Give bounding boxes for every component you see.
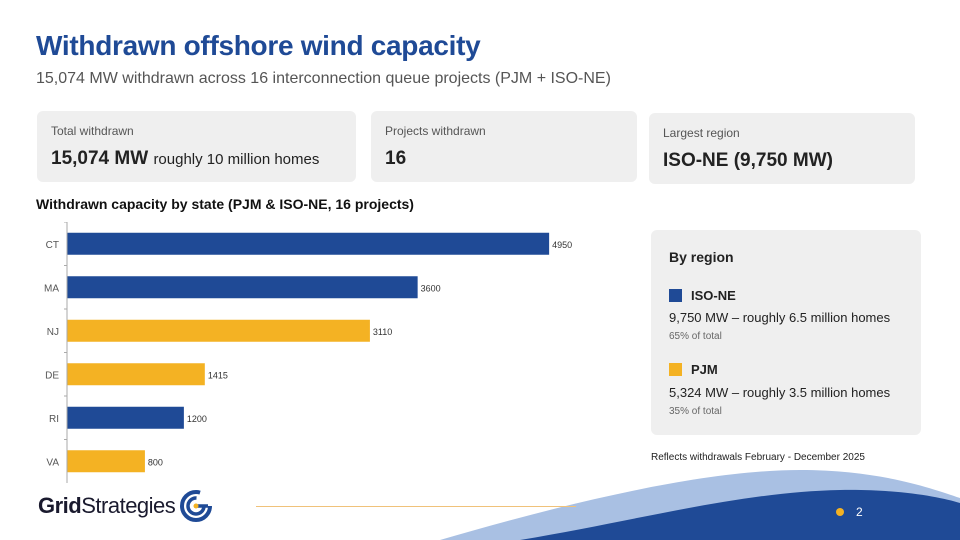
- total-withdrawn-value-line: 15,074 MW roughly 10 million homes: [51, 148, 319, 170]
- logo-mark-icon: [180, 490, 213, 522]
- pjm-percent: 35% of total: [669, 406, 722, 417]
- bar-ct: [67, 232, 550, 255]
- pjm-name: PJM: [691, 362, 718, 377]
- total-withdrawn-card: Total withdrawn 15,074 MW roughly 10 mil…: [37, 111, 356, 182]
- total-withdrawn-label: Total withdrawn: [51, 124, 134, 138]
- chart-title: Withdrawn capacity by state (PJM & ISO-N…: [36, 196, 414, 212]
- iso-ne-description: 9,750 MW – roughly 6.5 million homes: [669, 310, 891, 325]
- region-panel: By region ISO-NE 9,750 MW – roughly 6.5 …: [651, 230, 921, 435]
- iso-ne-percent: 65% of total: [669, 331, 722, 342]
- page-dot: [836, 508, 844, 516]
- region-panel-title: By region: [669, 249, 734, 265]
- category-label-ri: RI: [49, 414, 59, 425]
- bar-chart: CT 4950 MA 3600 NJ 3110 DE 1415 RI 1200 VA 800: [44, 222, 572, 483]
- value-label-nj: 3110: [373, 327, 392, 337]
- page-number: 2: [856, 505, 863, 519]
- category-label-ma: MA: [44, 283, 59, 294]
- value-label-ma: 3600: [421, 283, 441, 293]
- logo-wordmark: GridStrategies: [38, 493, 176, 519]
- pjm-swatch: [669, 363, 682, 376]
- value-label-ct: 4950: [552, 240, 572, 250]
- category-label-de: DE: [45, 370, 59, 381]
- total-withdrawn-note: roughly 10 million homes: [153, 151, 320, 168]
- bar-nj: [67, 319, 370, 342]
- pjm-description: 5,324 MW – roughly 3.5 million homes: [669, 385, 891, 400]
- value-label-de: 1415: [208, 370, 228, 380]
- footer-divider: [256, 506, 576, 507]
- bar-ri: [67, 406, 184, 429]
- category-label-va: VA: [46, 457, 59, 468]
- footnote: Reflects withdrawals February - December…: [651, 452, 865, 463]
- page-title: Withdrawn offshore wind capacity: [36, 30, 481, 61]
- category-label-ct: CT: [46, 240, 59, 251]
- logo-text-grid: Grid: [38, 493, 82, 518]
- projects-withdrawn-value: 16: [385, 148, 407, 169]
- bar-de: [67, 363, 205, 386]
- largest-region-label: Largest region: [663, 126, 740, 140]
- page-subtitle: 15,074 MW withdrawn across 16 interconne…: [36, 70, 611, 87]
- value-label-ri: 1200: [187, 414, 207, 424]
- bar-va: [67, 450, 145, 473]
- projects-withdrawn-card: Projects withdrawn 16: [371, 111, 637, 182]
- iso-ne-swatch: [669, 289, 682, 302]
- total-withdrawn-value: 15,074 MW: [51, 148, 149, 169]
- category-label-nj: NJ: [47, 327, 59, 338]
- projects-withdrawn-label: Projects withdrawn: [385, 124, 486, 138]
- grid-strategies-logo: GridStrategies: [38, 490, 213, 522]
- logo-text-strategies: Strategies: [81, 493, 176, 518]
- bar-ma: [67, 276, 418, 299]
- largest-region-value: ISO-NE (9,750 MW): [663, 150, 833, 171]
- largest-region-card: Largest region ISO-NE (9,750 MW): [649, 113, 915, 184]
- value-label-va: 800: [148, 457, 163, 467]
- iso-ne-name: ISO-NE: [691, 288, 736, 303]
